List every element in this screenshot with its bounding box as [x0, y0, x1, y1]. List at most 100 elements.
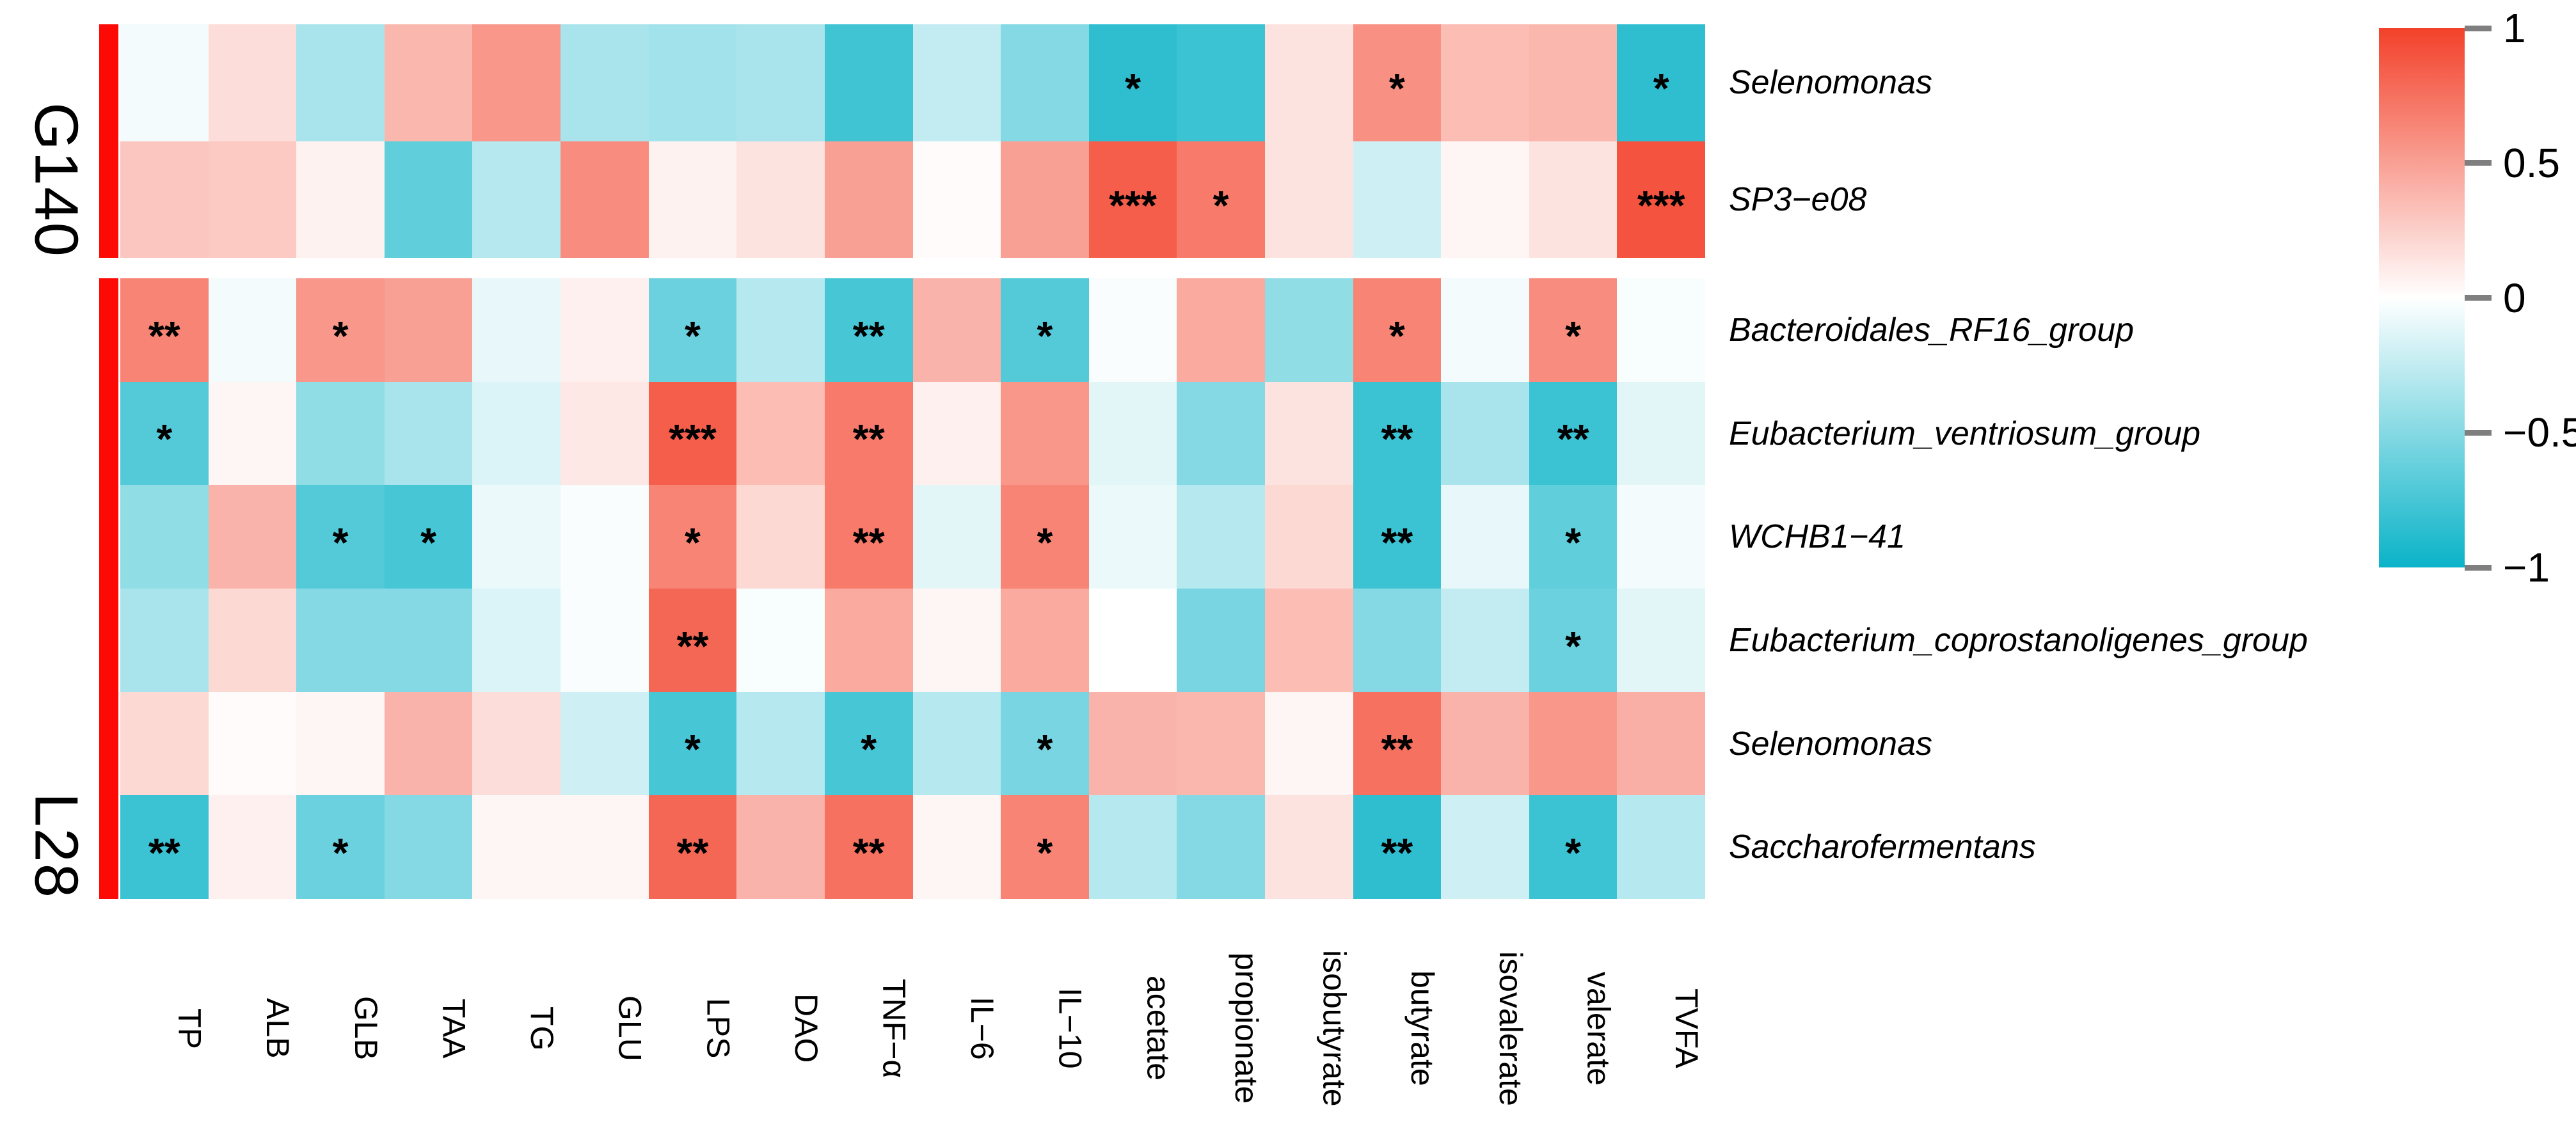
- group-bar-l28: [99, 278, 118, 899]
- heatmap-cell: **: [824, 795, 913, 899]
- heatmap-cell: *: [1088, 24, 1177, 141]
- heatmap-cell: [296, 141, 385, 258]
- heatmap-cell: [1441, 24, 1529, 141]
- heatmap-cell: [1617, 278, 1705, 382]
- heatmap-cell: [561, 485, 649, 589]
- heatmap-cell: [1617, 692, 1705, 796]
- heatmap-cell: *: [1529, 589, 1618, 692]
- heatmap-cell: [1001, 381, 1089, 486]
- heatmap-cell: [472, 795, 561, 899]
- heatmap-cell: [824, 24, 913, 141]
- heatmap-cell: *: [1353, 24, 1442, 141]
- column-label: propionate: [1228, 953, 1264, 1104]
- column-label: ALB: [260, 998, 296, 1059]
- heatmap-cell: *: [296, 795, 385, 899]
- row-label: Bacteroidales_RF16_group: [1729, 311, 2135, 349]
- row-label: SP3−e08: [1729, 180, 1867, 218]
- heatmap-cell: [1529, 141, 1618, 258]
- heatmap-cell: *: [384, 485, 473, 589]
- heatmap-cell: [1088, 381, 1177, 486]
- group-label-l28: L28: [22, 792, 91, 899]
- column-label: GLB: [347, 996, 384, 1061]
- heatmap-cell: [120, 589, 209, 692]
- heatmap-cell: [1529, 24, 1618, 141]
- heatmap-cell: [1177, 692, 1265, 796]
- heatmap-cell: [208, 485, 297, 589]
- colorbar-tick-mark: [2465, 160, 2492, 166]
- heatmap-cell: *: [824, 692, 913, 796]
- heatmap-cell: [736, 24, 825, 141]
- heatmap-cell: [1353, 589, 1442, 692]
- heatmap-cell: [1264, 692, 1353, 796]
- row-label: Eubacterium_ventriosum_group: [1729, 415, 2201, 452]
- column-label: IL−6: [964, 997, 1001, 1060]
- heatmap-cell: [736, 278, 825, 382]
- column-label: butyrate: [1404, 970, 1441, 1086]
- heatmap-cell: [1001, 589, 1089, 692]
- column-label: TVFA: [1669, 988, 1705, 1069]
- heatmap-cell: **: [648, 589, 737, 692]
- heatmap-cell: [1617, 485, 1705, 589]
- colorbar-tick-label: 1: [2503, 5, 2526, 51]
- heatmap-cell: [1177, 795, 1265, 899]
- colorbar-tick-mark: [2465, 295, 2492, 301]
- heatmap-cell: [1088, 485, 1177, 589]
- heatmap-cell: [1617, 381, 1705, 486]
- column-label: DAO: [788, 994, 824, 1063]
- heatmap-cell: *: [1529, 795, 1618, 899]
- heatmap-cell: [296, 381, 385, 486]
- heatmap-cell: *: [648, 278, 737, 382]
- heatmap-cell: **: [1353, 381, 1442, 486]
- heatmap-cell: [1264, 381, 1353, 486]
- column-label: acetate: [1140, 976, 1177, 1081]
- colorbar-tick-label: −0.5: [2503, 409, 2576, 456]
- heatmap-cell: [208, 24, 297, 141]
- heatmap-cell: [561, 141, 649, 258]
- heatmap-cell: [1177, 381, 1265, 486]
- heatmap-cell: [1264, 485, 1353, 589]
- heatmap-cell: [296, 24, 385, 141]
- column-label: IL−10: [1052, 988, 1088, 1069]
- heatmap-cell: [208, 589, 297, 692]
- colorbar-tick-mark: [2465, 25, 2492, 31]
- heatmap-cell: [120, 24, 209, 141]
- heatmap-cell: **: [1529, 381, 1618, 486]
- heatmap-cell: [296, 589, 385, 692]
- heatmap-cell: [208, 141, 297, 258]
- heatmap-cell: [296, 692, 385, 796]
- group-bar-g140: [99, 24, 118, 258]
- heatmap-cell: [1353, 141, 1442, 258]
- heatmap-cell: [208, 381, 297, 486]
- heatmap-cell: [384, 141, 473, 258]
- heatmap-cell: **: [824, 278, 913, 382]
- group-label-g140: G140: [22, 102, 91, 258]
- colorbar-tick-mark: [2465, 564, 2492, 571]
- heatmap-cell: [736, 795, 825, 899]
- heatmap-cell: *: [1001, 278, 1089, 382]
- column-label: isobutyrate: [1316, 950, 1353, 1107]
- heatmap-cell: [472, 381, 561, 486]
- heatmap-cell: [1177, 24, 1265, 141]
- heatmap-cell: [1001, 141, 1089, 258]
- heatmap-cell: *: [648, 485, 737, 589]
- heatmap-cell: [561, 381, 649, 486]
- heatmap-cell: *: [1617, 24, 1705, 141]
- heatmap-cell: **: [1353, 485, 1442, 589]
- heatmap-cell: [472, 141, 561, 258]
- heatmap-cell: [384, 795, 473, 899]
- heatmap-cell: *: [648, 692, 737, 796]
- heatmap-cell: *: [296, 278, 385, 382]
- heatmap-cell: [384, 278, 473, 382]
- heatmap-cell: [472, 278, 561, 382]
- heatmap-cell: *: [1001, 485, 1089, 589]
- heatmap-grid-l28: ** * * ** * * * * *** ** ** ** * * * ** * ** * ** * * * * ** ** * *…: [120, 278, 1705, 899]
- row-label: Selenomonas: [1729, 64, 1932, 102]
- heatmap-cell: **: [1353, 795, 1442, 899]
- heatmap-cell: [561, 692, 649, 796]
- heatmap-cell: [561, 278, 649, 382]
- heatmap-cell: [736, 589, 825, 692]
- heatmap-cell: **: [120, 795, 209, 899]
- column-label: GLU: [612, 995, 648, 1061]
- heatmap-cell: *: [296, 485, 385, 589]
- heatmap-cell: *: [1529, 278, 1618, 382]
